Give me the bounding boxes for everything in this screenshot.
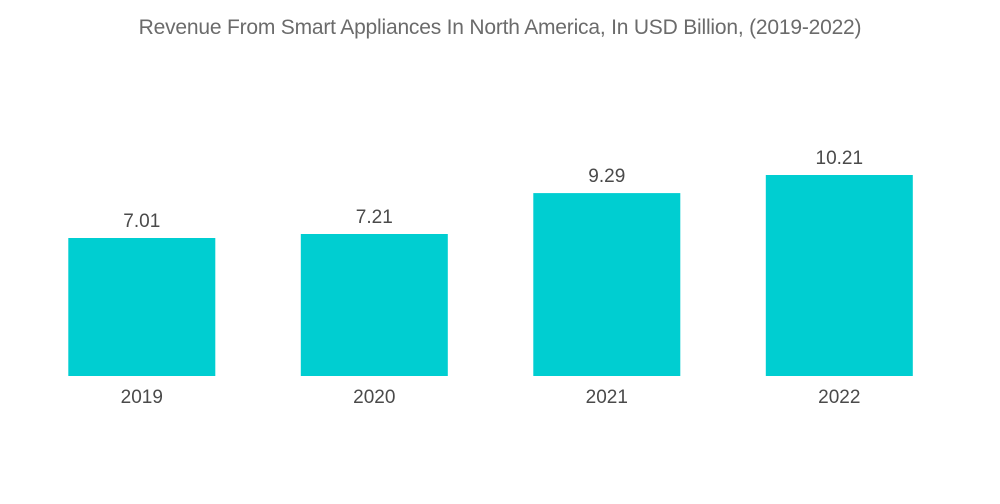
data-label-2019: 7.01 (123, 211, 160, 232)
x-tick-label-2019: 2019 (121, 387, 163, 408)
x-tick-label-2021: 2021 (586, 387, 628, 408)
chart-title: Revenue From Smart Appliances In North A… (138, 16, 862, 39)
bar-2021 (533, 193, 681, 376)
data-label-2020: 7.21 (356, 207, 393, 228)
x-axis-ticks-group: 2019 2020 2021 2022 (121, 387, 861, 408)
bars-group (68, 175, 913, 376)
bar-2022 (765, 175, 913, 376)
x-tick-label-2022: 2022 (818, 387, 860, 408)
data-label-2021: 9.29 (588, 166, 625, 187)
data-labels-group: 7.01 7.21 9.29 10.21 (123, 148, 863, 232)
bar-2020 (300, 234, 448, 376)
data-label-2022: 10.21 (816, 148, 864, 169)
x-tick-label-2020: 2020 (353, 387, 395, 408)
bar-2019 (68, 238, 216, 376)
